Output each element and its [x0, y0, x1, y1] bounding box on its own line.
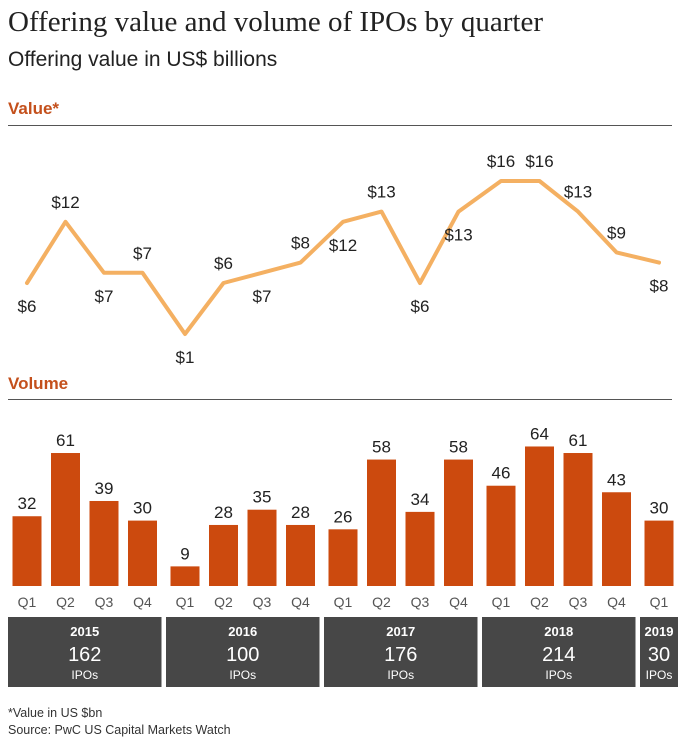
year-unit: IPOs [229, 668, 256, 682]
quarter-tick-label: Q3 [569, 594, 588, 610]
volume-bar [51, 453, 80, 586]
value-data-label: $7 [253, 287, 272, 306]
page-title: Offering value and volume of IPOs by qua… [8, 6, 544, 38]
volume-data-label: 30 [650, 499, 669, 518]
volume-bar [170, 566, 200, 586]
value-data-label: $9 [607, 223, 626, 242]
volume-bar [128, 520, 157, 586]
volume-bar [367, 459, 396, 586]
volume-bar [644, 520, 674, 586]
year-summary-box [8, 617, 162, 687]
quarter-tick-label: Q4 [133, 594, 152, 610]
year-total: 100 [226, 644, 259, 666]
value-data-label: $13 [367, 183, 395, 202]
value-data-label: $16 [487, 152, 515, 171]
value-section-divider [8, 125, 672, 126]
volume-bar [525, 446, 554, 586]
volume-data-label: 32 [18, 494, 37, 513]
volume-bar [247, 509, 277, 586]
volume-data-label: 35 [253, 488, 272, 507]
value-data-label: $7 [133, 244, 152, 263]
year-label: 2015 [70, 624, 99, 639]
quarter-tick-label: Q1 [18, 594, 37, 610]
quarter-tick-label: Q3 [253, 594, 272, 610]
quarter-tick-label: Q4 [291, 594, 310, 610]
volume-data-label: 43 [607, 470, 626, 489]
year-label: 2018 [544, 624, 573, 639]
year-summary-box [482, 617, 636, 687]
quarter-tick-label: Q2 [214, 594, 233, 610]
volume-bar [602, 492, 631, 586]
volume-bar [405, 511, 435, 586]
volume-data-label: 34 [411, 490, 430, 509]
volume-data-label: 58 [449, 438, 468, 457]
volume-section-label: Volume [8, 374, 69, 393]
quarter-tick-label: Q1 [492, 594, 511, 610]
quarter-tick-label: Q3 [411, 594, 430, 610]
quarter-tick-label: Q2 [56, 594, 75, 610]
year-unit: IPOs [545, 668, 572, 682]
value-data-label: $12 [329, 236, 357, 255]
value-section-label: Value* [8, 99, 60, 118]
volume-bar [286, 524, 315, 586]
value-data-label: $7 [95, 287, 114, 306]
volume-data-label: 64 [530, 424, 549, 443]
year-total: 30 [648, 644, 670, 666]
quarter-tick-label: Q1 [334, 594, 353, 610]
quarter-tick-label: Q1 [176, 594, 195, 610]
volume-bar [89, 500, 119, 586]
quarter-tick-label: Q4 [607, 594, 626, 610]
quarter-tick-label: Q4 [449, 594, 468, 610]
volume-data-label: 30 [133, 499, 152, 518]
value-data-label: $6 [411, 297, 430, 316]
value-data-label: $16 [525, 152, 553, 171]
year-label: 2016 [228, 624, 257, 639]
year-total: 162 [68, 644, 101, 666]
volume-data-label: 46 [492, 464, 511, 483]
volume-data-label: 61 [569, 431, 588, 450]
value-data-label: $13 [564, 183, 592, 202]
quarter-tick-label: Q1 [650, 594, 669, 610]
value-data-label: $12 [51, 193, 79, 212]
year-label: 2019 [645, 624, 674, 639]
volume-bar [209, 524, 238, 586]
value-data-label: $8 [291, 234, 310, 253]
year-summary-box [324, 617, 478, 687]
year-summary-box [166, 617, 320, 687]
value-data-label: $6 [18, 297, 37, 316]
value-data-label: $8 [650, 277, 669, 296]
quarter-tick-label: Q2 [530, 594, 549, 610]
year-unit: IPOs [71, 668, 98, 682]
year-total: 214 [542, 644, 575, 666]
source-note: Source: PwC US Capital Markets Watch [8, 723, 231, 737]
year-summary-box [640, 617, 678, 687]
volume-data-label: 28 [214, 503, 233, 522]
volume-bar [328, 529, 358, 586]
volume-data-label: 28 [291, 503, 310, 522]
volume-bar [444, 459, 473, 586]
footnote: *Value in US $bn [8, 706, 103, 720]
quarter-tick-label: Q2 [372, 594, 391, 610]
volume-bar [12, 516, 42, 586]
volume-data-label: 58 [372, 438, 391, 457]
volume-data-label: 26 [334, 507, 353, 526]
value-data-label: $1 [176, 348, 195, 367]
volume-data-label: 39 [95, 479, 114, 498]
value-data-label: $6 [214, 254, 233, 273]
volume-data-label: 61 [56, 431, 75, 450]
year-unit: IPOs [387, 668, 414, 682]
volume-section-divider [8, 399, 672, 400]
value-line [25, 179, 661, 336]
volume-data-label: 9 [180, 544, 189, 563]
value-data-label: $13 [444, 226, 472, 245]
volume-bar [563, 453, 593, 586]
year-total: 176 [384, 644, 417, 666]
volume-bar [486, 485, 516, 586]
year-label: 2017 [386, 624, 415, 639]
year-unit: IPOs [646, 668, 673, 682]
page-subtitle: Offering value in US$ billions [8, 48, 278, 71]
quarter-tick-label: Q3 [95, 594, 114, 610]
